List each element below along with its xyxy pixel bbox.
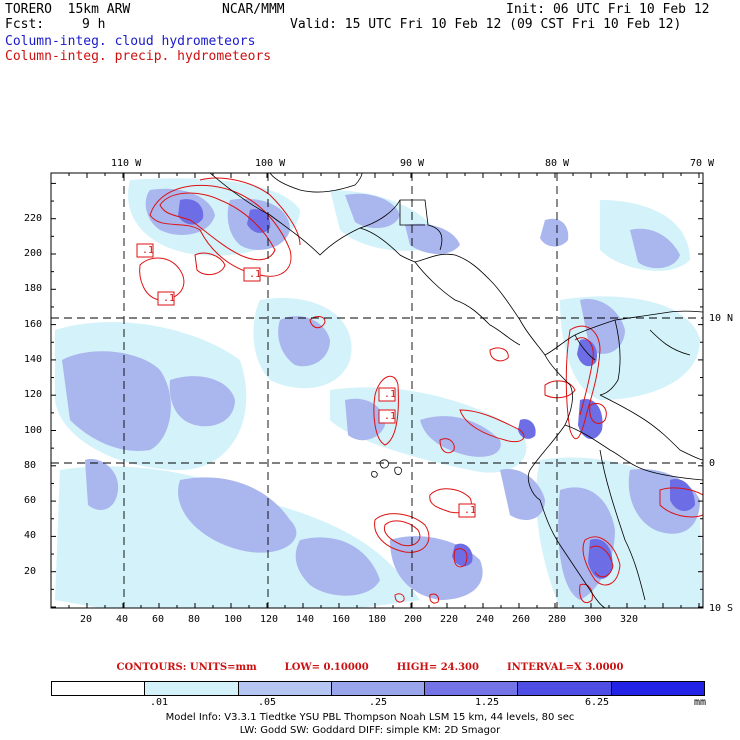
axis-ticks xyxy=(50,173,703,608)
lat-label: 10 S xyxy=(709,603,734,614)
lon-label: 90 W xyxy=(400,158,425,169)
lon-label: 110 W xyxy=(111,158,142,169)
contour-label: .1 xyxy=(249,269,262,280)
contour-units: CONTOURS: UNITS=mm xyxy=(116,662,257,673)
contour-label: .1 xyxy=(464,505,477,516)
contour-label: .1 xyxy=(384,411,397,422)
colorbar-swatch xyxy=(331,682,426,695)
coastlines xyxy=(209,173,703,608)
model-info-line2: LW: Godd SW: Goddard DIFF: simple KM: 2D… xyxy=(239,725,501,736)
colorbar-swatch xyxy=(611,682,704,695)
x-tick-label: 260 xyxy=(512,614,531,625)
field-cloud-title: Column-integ. cloud hydrometeors xyxy=(5,34,256,49)
model-info-line1: Model Info: V3.3.1 Tiedtke YSU PBL Thomp… xyxy=(165,712,575,723)
center-label: NCAR/MMM xyxy=(222,2,285,17)
y-tick-label: 60 xyxy=(24,495,37,507)
colorbar-label: .25 xyxy=(369,697,388,708)
x-tick-label: 60 xyxy=(152,614,165,625)
init-time: Init: 06 UTC Fri 10 Feb 12 xyxy=(506,2,710,17)
contour-label-boxes xyxy=(136,243,476,518)
x-tick-label: 80 xyxy=(188,614,201,625)
colorbar-label: .01 xyxy=(150,697,169,708)
colorbar xyxy=(51,681,705,696)
x-tick-label: 180 xyxy=(368,614,387,625)
colorbar-label: 6.25 xyxy=(585,697,610,708)
colorbar-swatch xyxy=(145,682,239,695)
x-tick-label: 120 xyxy=(260,614,279,625)
x-tick-label: 140 xyxy=(296,614,315,625)
x-tick-label: 40 xyxy=(116,614,129,625)
contour-label: .1 xyxy=(163,293,176,304)
y-tick-label: 160 xyxy=(24,318,43,330)
fcst-label: Fcst: xyxy=(5,17,45,32)
colorbar-swatch xyxy=(52,682,146,695)
y-tick-label: 200 xyxy=(24,248,43,259)
y-tick-label: 140 xyxy=(24,353,43,365)
colorbar-label: .05 xyxy=(258,697,277,708)
x-tick-label: 300 xyxy=(584,614,603,625)
lon-label: 70 W xyxy=(690,158,715,169)
contour-label: .1 xyxy=(142,245,155,256)
lat-label: 0 xyxy=(709,458,716,469)
latlon-grid xyxy=(51,173,703,608)
colorbar-swatch xyxy=(518,682,612,695)
lon-label: 100 W xyxy=(255,158,286,169)
x-tick-label: 20 xyxy=(80,614,93,625)
x-tick-label: 200 xyxy=(404,614,423,625)
x-tick-label: 240 xyxy=(476,614,495,625)
y-tick-label: 220 xyxy=(24,212,43,224)
x-tick-label: 320 xyxy=(620,614,639,625)
lon-label: 80 W xyxy=(545,158,570,169)
contour-interval: INTERVAL=X 3.0000 xyxy=(506,662,624,673)
contour-high: HIGH= 24.300 xyxy=(396,662,479,673)
field-precip-title: Column-integ. precip. hydrometeors xyxy=(5,49,272,64)
y-tick-label: 120 xyxy=(24,389,43,401)
x-tick-label: 160 xyxy=(332,614,351,625)
model-info: Model Info: V3.3.1 Tiedtke YSU PBL Thomp… xyxy=(0,711,740,737)
colorbar-unit: mm xyxy=(694,697,707,708)
x-tick-label: 220 xyxy=(440,614,459,625)
y-tick-label: 40 xyxy=(24,530,37,542)
map-frame xyxy=(50,172,704,609)
contour-info: CONTOURS: UNITS=mm LOW= 0.10000 HIGH= 24.3… xyxy=(0,662,740,673)
x-tick-label: 280 xyxy=(548,614,567,625)
colorbar-swatch xyxy=(425,682,519,695)
fcst-value: 9 h xyxy=(82,17,106,32)
valid-time: Valid: 15 UTC Fri 10 Feb 12 (09 CST Fri … xyxy=(290,17,682,32)
model-label: TORERO 15km ARW xyxy=(5,2,131,17)
lat-label: 10 N xyxy=(709,313,734,324)
y-tick-label: 100 xyxy=(24,424,43,436)
colorbar-swatch xyxy=(238,682,332,695)
contour-label: .1 xyxy=(384,389,397,400)
colorbar-label: 1.25 xyxy=(475,697,500,708)
x-tick-label: 100 xyxy=(224,614,243,625)
y-tick-label: 20 xyxy=(24,565,37,577)
y-tick-label: 80 xyxy=(24,459,37,471)
y-tick-label: 180 xyxy=(24,283,43,295)
contour-low: LOW= 0.10000 xyxy=(284,662,369,673)
